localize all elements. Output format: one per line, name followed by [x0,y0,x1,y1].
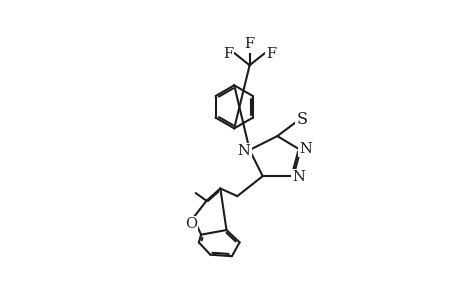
Text: O: O [185,217,197,231]
Text: F: F [244,38,254,52]
Text: F: F [265,47,276,61]
Text: F: F [223,47,233,61]
Text: N: N [237,144,250,158]
Text: N: N [292,170,305,184]
Text: S: S [296,111,307,128]
Text: N: N [299,142,312,156]
